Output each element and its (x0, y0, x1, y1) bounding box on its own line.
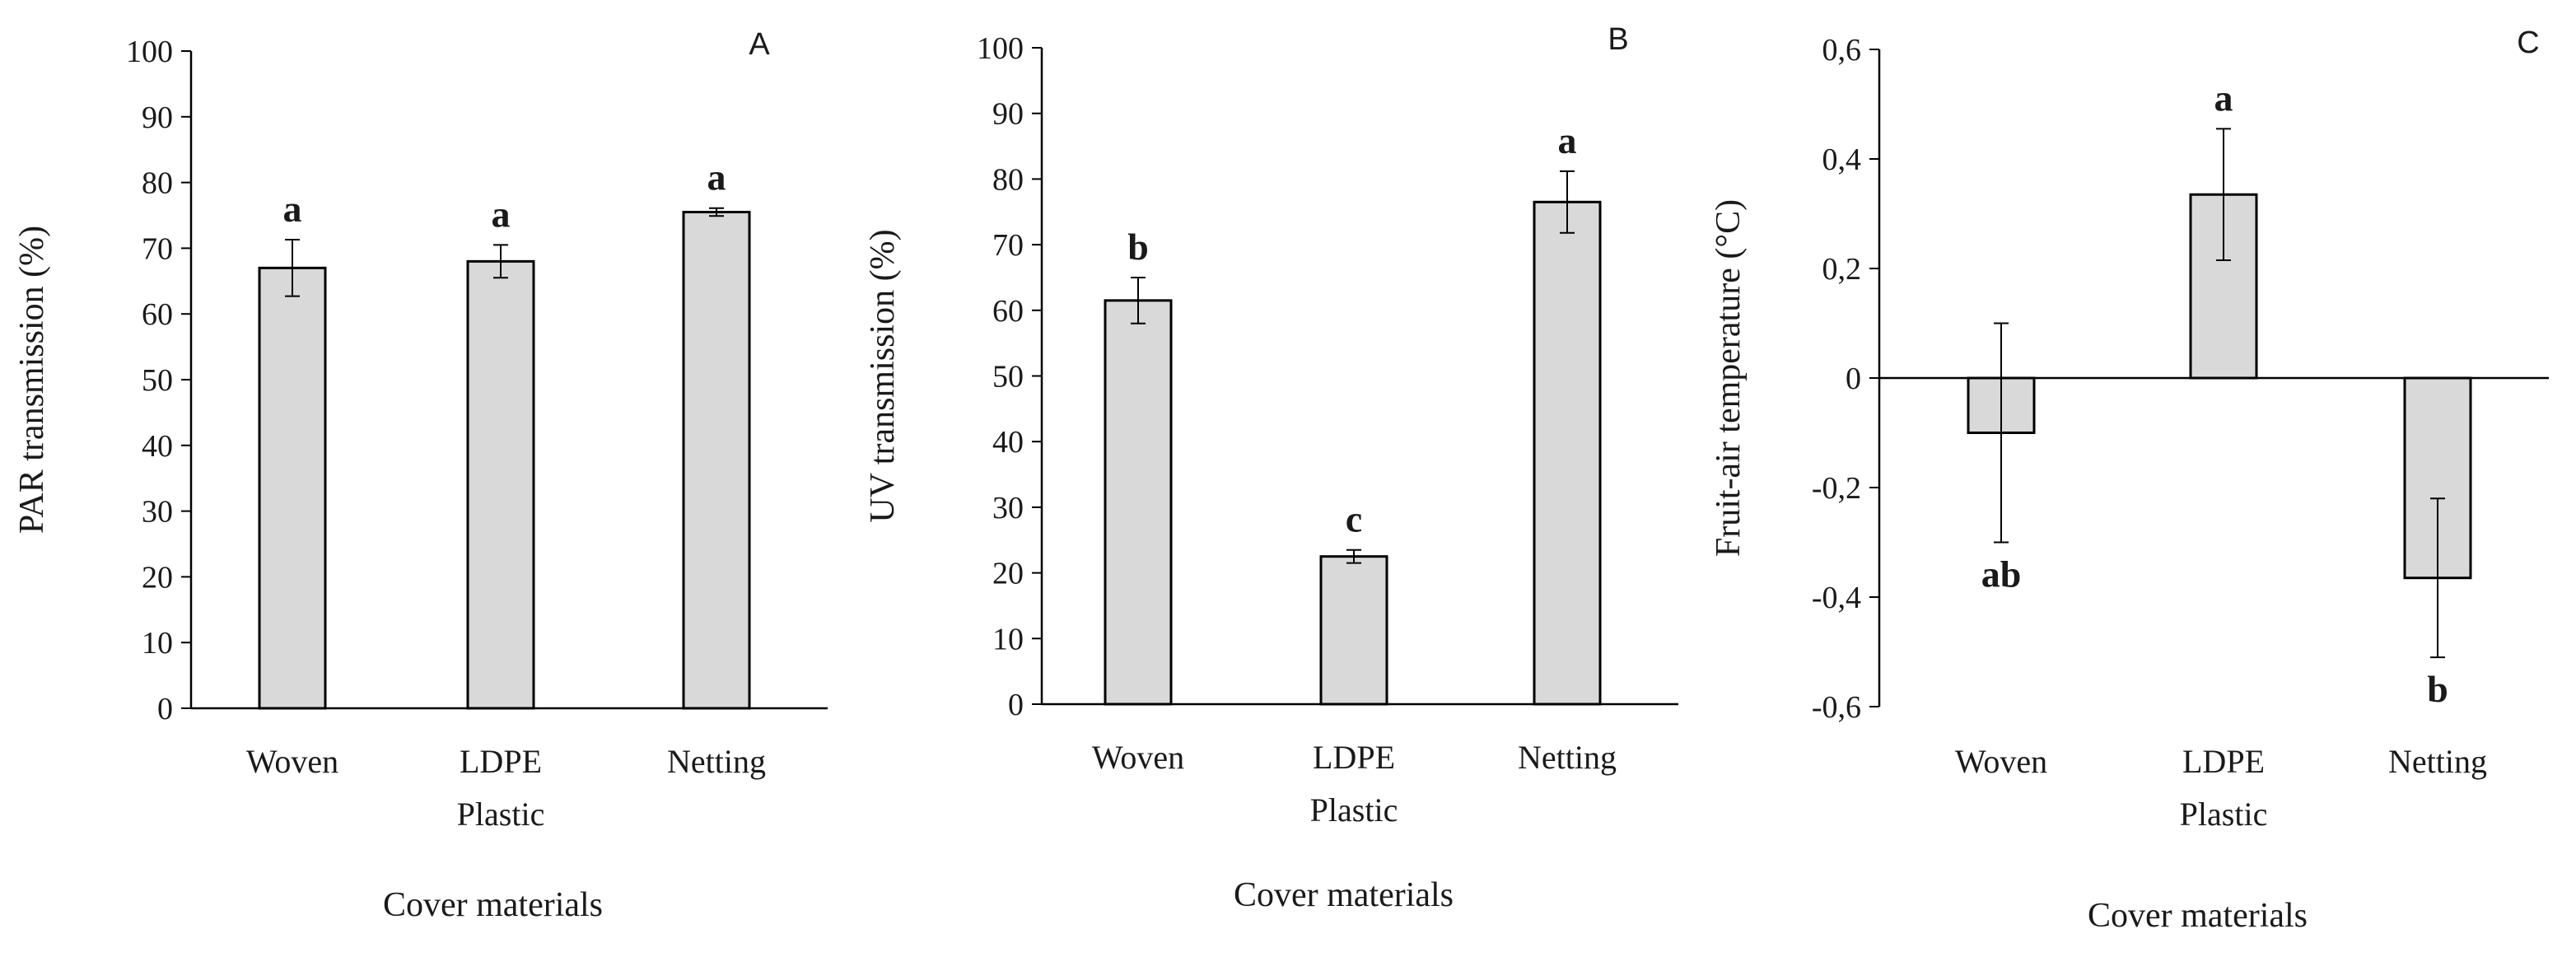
y-tick-label: -0,2 (1812, 471, 1861, 506)
y-tick-label: 90 (992, 97, 1024, 132)
category-label: Woven (1092, 739, 1184, 776)
y-axis-title: PAR transmission (%) (13, 226, 51, 534)
y-tick-label: 40 (142, 429, 173, 464)
category-label: Netting (667, 743, 766, 780)
panel-b: 0 10 20 30 40 50 60 70 80 90 100 b Woven c LDPE Plastic… (864, 22, 1678, 914)
x-axis-title: Cover materials (1234, 876, 1454, 914)
y-tick-label: 0,4 (1822, 142, 1862, 177)
significance-label: a (707, 156, 726, 198)
y-tick-label: 0,2 (1822, 252, 1862, 287)
significance-label: b (1127, 226, 1149, 268)
panel-letter: B (1608, 22, 1628, 57)
y-tick-label: 0 (1846, 362, 1861, 396)
category-label: LDPE (460, 743, 542, 780)
y-tick-label: 60 (142, 297, 173, 332)
y-tick-label: 10 (142, 626, 173, 661)
bar-woven (258, 266, 327, 710)
significance-label: a (1558, 119, 1577, 161)
significance-label: a (492, 193, 511, 235)
bar-woven (1104, 299, 1173, 706)
y-tick-label: 30 (992, 491, 1024, 525)
bar-ldpe-plastic (466, 259, 535, 710)
y-tick-label: 50 (992, 360, 1024, 394)
category-label: Netting (2388, 743, 2487, 780)
bar-ldpe-plastic (1319, 555, 1388, 706)
y-tick-label: 70 (142, 231, 173, 266)
y-tick-label: -0,6 (1812, 690, 1861, 725)
significance-label: c (1346, 498, 1362, 540)
y-tick-label: 0 (157, 692, 173, 726)
y-tick-label: 90 (142, 100, 173, 135)
category-label: Plastic (1310, 791, 1398, 829)
y-tick-label: 70 (992, 228, 1024, 263)
category-label: Woven (246, 743, 338, 780)
significance-label: b (2427, 668, 2448, 710)
x-axis-title: Cover materials (2088, 897, 2308, 935)
panel-letter: A (749, 27, 770, 62)
y-tick-label: 10 (992, 622, 1024, 656)
y-tick-label: -0,4 (1812, 581, 1861, 615)
y-tick-label: 0 (1008, 688, 1024, 722)
y-tick-label: 50 (142, 363, 173, 398)
panel-c: -0,6 -0,4 -0,2 0 0,2 0,4 0,6 ab Woven a LDPE Plasti… (1710, 26, 2549, 935)
significance-label: a (283, 188, 302, 230)
category-label: LDPE (1313, 739, 1395, 776)
category-label: LDPE (2182, 743, 2265, 780)
y-tick-label: 40 (992, 425, 1024, 460)
y-tick-label: 0,6 (1822, 33, 1862, 68)
y-tick-label: 80 (142, 166, 173, 201)
y-tick-label: 100 (126, 35, 173, 69)
y-axis-title: UV transmission (%) (864, 229, 902, 522)
y-tick-label: 30 (142, 495, 173, 530)
category-label: Woven (1955, 743, 2047, 780)
significance-label: a (2214, 77, 2233, 119)
y-tick-label: 60 (992, 294, 1024, 329)
panel-letter: C (2517, 26, 2539, 60)
bar-netting (682, 211, 751, 710)
category-label: Netting (1518, 739, 1617, 776)
category-label: Plastic (457, 796, 545, 833)
significance-label: ab (1981, 553, 2022, 595)
y-tick-label: 20 (992, 557, 1024, 591)
panel-a: 0 10 20 30 40 50 60 70 80 90 100 a Woven a LDPE Plastic… (13, 27, 828, 924)
bar-netting (1533, 200, 1602, 706)
y-tick-label: 100 (977, 31, 1024, 66)
category-label: Plastic (2180, 796, 2268, 833)
y-tick-label: 20 (142, 560, 173, 595)
y-axis-title: Fruit-air temperature (°C) (1710, 199, 1748, 557)
y-tick-label: 80 (992, 162, 1024, 197)
x-axis-title: Cover materials (383, 886, 603, 924)
